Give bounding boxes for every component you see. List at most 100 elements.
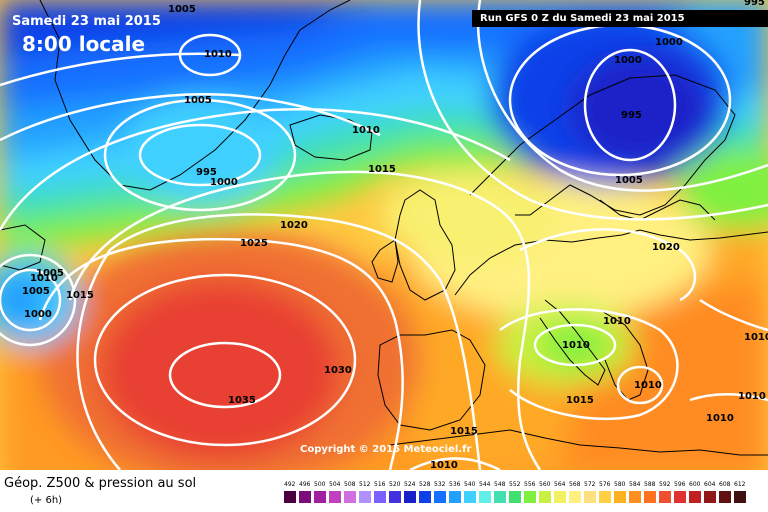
isobar-1010-south [409,457,501,470]
isobar-1005-scandinavia [476,0,768,192]
scale-value-label: 556 [524,481,536,488]
isobar-label: 1005 [36,268,64,279]
scale-swatch [389,491,401,503]
scale-value-label: 576 [599,481,611,488]
scale-value-label: 508 [344,481,356,488]
scale-swatch [689,491,701,503]
isobar-1010-italy [533,323,617,367]
isobar-1000-low-atlantic [103,98,297,212]
isobar-label: 995 [621,110,642,121]
isobar-label: 995 [196,167,217,178]
scale-value-label: 512 [359,481,371,488]
run-info: Run GFS 0 Z du Samedi 23 mai 2015 [472,10,768,27]
scale-value-label: 568 [569,481,581,488]
legend-title: Géop. Z500 & pression au sol [4,476,197,491]
isobar-label: 1000 [655,37,683,48]
scale-swatch [524,491,536,503]
pressure-isobars [0,0,768,470]
greenland-coast [39,0,351,191]
isobar-label: 1010 [204,49,232,60]
isobar-1000-contour [0,52,241,87]
isobar-label: 1015 [566,395,594,406]
isobar-1005-low-west [0,253,77,347]
scale-value-label: 608 [719,481,731,488]
scale-value-label: 596 [674,481,686,488]
scale-value-label: 516 [374,481,386,488]
isobar-label: 1010 [603,316,631,327]
copyright: Copyright © 2015 Meteociel.fr [300,444,472,455]
land-outlines [0,0,768,456]
baltic-coast [599,199,716,221]
scale-swatch [509,491,521,503]
forecast-date: Samedi 23 mai 2015 [12,14,161,29]
scale-swatch [569,491,581,503]
scale-value-label: 580 [614,481,626,488]
scale-swatch [314,491,326,503]
isobar-1010-contour [0,108,511,231]
scale-value-label: 560 [539,481,551,488]
forecast-time: 8:00 locale [22,32,146,56]
scale-swatch [494,491,506,503]
weather-map: 1005 1010 1005 995 1000 1010 1015 1025 1… [0,0,768,470]
scale-swatch [479,491,491,503]
isobar-label: 1035 [228,395,256,406]
isobar-995-low-scandinavia [583,48,677,162]
isobar-1010-scandinavia [417,0,768,221]
legend-footer: Géop. Z500 & pression au sol (+ 6h) 492 4… [0,470,768,512]
isobar-label: 1025 [240,238,268,249]
map-svg: 1005 1010 1005 995 1000 1010 1015 1025 1… [0,0,768,470]
isobar-label: 1000 [210,177,238,188]
scale-value-label: 544 [479,481,491,488]
isobar-label: 1020 [280,220,308,231]
isobar-label: 1000 [24,309,52,320]
scale-value-label: 564 [554,481,566,488]
scale-swatch [674,491,686,503]
scale-value-label: 524 [404,481,416,488]
isobar-label: 1010 [706,413,734,424]
scale-value-label: 572 [584,481,596,488]
scale-swatch [284,491,296,503]
scale-swatch [359,491,371,503]
isobar-1030-contour [93,273,357,447]
scale-swatch [629,491,641,503]
isobar-1010-high-north [178,33,242,77]
isobar-1020-contour [76,213,482,470]
scale-swatch [719,491,731,503]
scale-value-label: 600 [689,481,701,488]
isobar-label: 995 [744,0,765,8]
scale-value-label: 496 [299,481,311,488]
legend-subtitle: (+ 6h) [30,495,63,506]
scale-swatch [344,491,356,503]
scale-value-label: 492 [284,481,296,488]
isobar-label: 1015 [368,164,396,175]
scale-swatch [644,491,656,503]
isobar-label: 1030 [324,365,352,376]
isobar-1015-mediterranean [499,308,679,421]
isobar-label: 1005 [615,175,643,186]
isobar-1020-europe [519,228,697,302]
iceland-coast [289,114,373,161]
scale-swatch [419,491,431,503]
scale-swatch [329,491,341,503]
isobar-label: 1010 [430,460,458,470]
isobar-label: 1010 [30,273,58,284]
isobar-label: 1015 [450,426,478,437]
scale-swatch [704,491,716,503]
scale-value-label: 532 [434,481,446,488]
scale-value-label: 528 [419,481,431,488]
scale-swatch [554,491,566,503]
isobar-1015-contour [68,170,542,470]
isobar-label: 1010 [352,125,380,136]
isobar-995-low-atlantic [138,123,262,187]
scale-swatch [434,491,446,503]
scale-value-label: 548 [494,481,506,488]
scale-swatch [539,491,551,503]
isobar-label: 1005 [168,4,196,15]
isobar-1025-contour [38,237,404,470]
scale-swatch [659,491,671,503]
color-scale: 492 496 500 504 508 512 516 520 524 528 532 536 540 5… [284,481,754,503]
geopotential-field [0,0,768,470]
scandinavia-coast [469,74,736,216]
isobar-1010-east [699,298,768,332]
isobar-label: 1005 [184,95,212,106]
